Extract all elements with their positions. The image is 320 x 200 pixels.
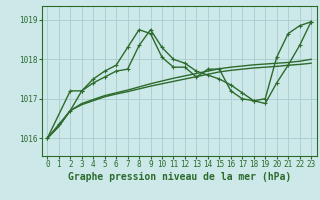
X-axis label: Graphe pression niveau de la mer (hPa): Graphe pression niveau de la mer (hPa) [68, 172, 291, 182]
